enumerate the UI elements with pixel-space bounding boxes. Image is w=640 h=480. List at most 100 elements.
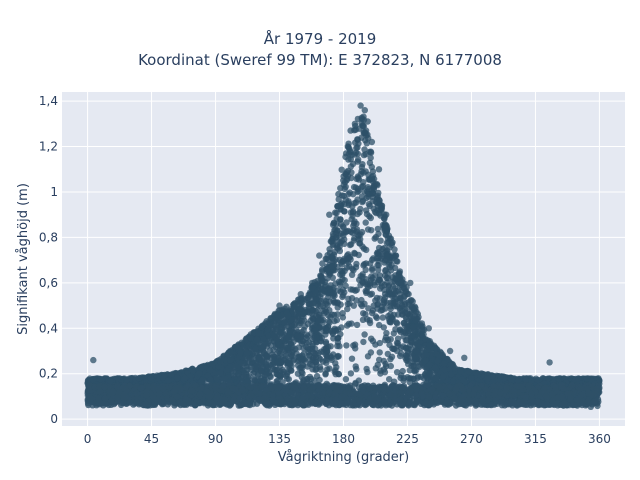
data-point [372, 341, 379, 348]
data-point [405, 317, 412, 325]
data-point [335, 334, 342, 342]
data-point [383, 256, 390, 264]
data-point [381, 337, 389, 344]
data-point [322, 298, 330, 305]
data-point [367, 260, 374, 267]
data-point [497, 373, 504, 380]
data-point [135, 375, 142, 382]
data-point [362, 311, 369, 318]
data-point [260, 335, 267, 342]
data-point [354, 136, 361, 143]
data-point [322, 338, 330, 346]
data-point [376, 249, 383, 256]
data-point [406, 367, 413, 374]
data-point [387, 362, 394, 370]
data-point [312, 359, 320, 366]
data-point [334, 352, 342, 360]
data-point [351, 341, 359, 348]
data-point [372, 365, 379, 372]
data-point [274, 317, 281, 324]
data-point [358, 302, 366, 310]
data-point [406, 379, 413, 386]
data-point [284, 362, 292, 369]
data-point [313, 372, 321, 380]
data-point [326, 285, 334, 293]
data-point [227, 347, 234, 355]
data-point [396, 268, 404, 275]
data-point [376, 196, 383, 204]
data-point [386, 244, 393, 251]
data-point [317, 338, 325, 345]
data-point [335, 370, 342, 378]
data-point [334, 342, 341, 350]
data-point [326, 319, 333, 326]
data-point [412, 317, 419, 324]
data-point [334, 263, 341, 271]
data-point [252, 363, 259, 371]
data-point [348, 174, 355, 182]
data-point [237, 350, 244, 357]
data-point [419, 327, 426, 334]
data-point [356, 209, 363, 216]
data-point [397, 374, 404, 382]
data-point [378, 206, 385, 213]
data-point [347, 370, 355, 377]
data-point [368, 290, 376, 297]
data-point [386, 341, 393, 349]
data-point [347, 286, 354, 293]
data-point [342, 228, 350, 236]
data-point [369, 265, 376, 272]
data-point [347, 163, 355, 170]
data-point [432, 375, 440, 382]
data-point [330, 240, 337, 248]
data-point [405, 290, 412, 298]
data-point [223, 367, 230, 374]
data-point [358, 296, 365, 304]
data-point [405, 345, 412, 352]
data-point [345, 200, 352, 207]
data-point [386, 291, 394, 298]
data-point [300, 376, 307, 384]
data-point [359, 198, 366, 206]
data-point [331, 317, 338, 325]
data-point [324, 327, 331, 334]
data-point [274, 377, 281, 385]
data-point [348, 320, 355, 327]
data-point [330, 335, 337, 342]
data-point [272, 324, 280, 331]
data-point [349, 229, 356, 236]
data-point [339, 286, 347, 293]
data-point [294, 362, 302, 369]
data-point [352, 264, 360, 271]
data-point [362, 127, 370, 134]
data-point [252, 345, 259, 352]
data-point [377, 367, 384, 374]
data-point [357, 231, 364, 238]
data-point [274, 350, 281, 357]
data-point [391, 295, 398, 302]
data-point [253, 336, 261, 343]
data-point [392, 252, 399, 259]
data-point [465, 368, 473, 375]
data-point [371, 279, 378, 286]
data-point [279, 343, 286, 350]
data-point [343, 219, 350, 226]
data-point [322, 371, 329, 378]
data-point [247, 335, 255, 342]
data-point [333, 209, 340, 217]
data-point [364, 226, 372, 233]
data-point [414, 373, 422, 380]
data-point [355, 174, 362, 182]
data-point [334, 245, 342, 252]
data-point [312, 351, 319, 358]
data-point [402, 337, 409, 344]
data-point [361, 261, 368, 268]
data-point [372, 313, 380, 320]
data-point [381, 290, 389, 298]
data-point [373, 209, 380, 217]
data-point [376, 356, 383, 363]
data-point [334, 203, 341, 210]
data-point [366, 317, 373, 324]
data-point [283, 372, 290, 379]
data-point [408, 312, 416, 319]
